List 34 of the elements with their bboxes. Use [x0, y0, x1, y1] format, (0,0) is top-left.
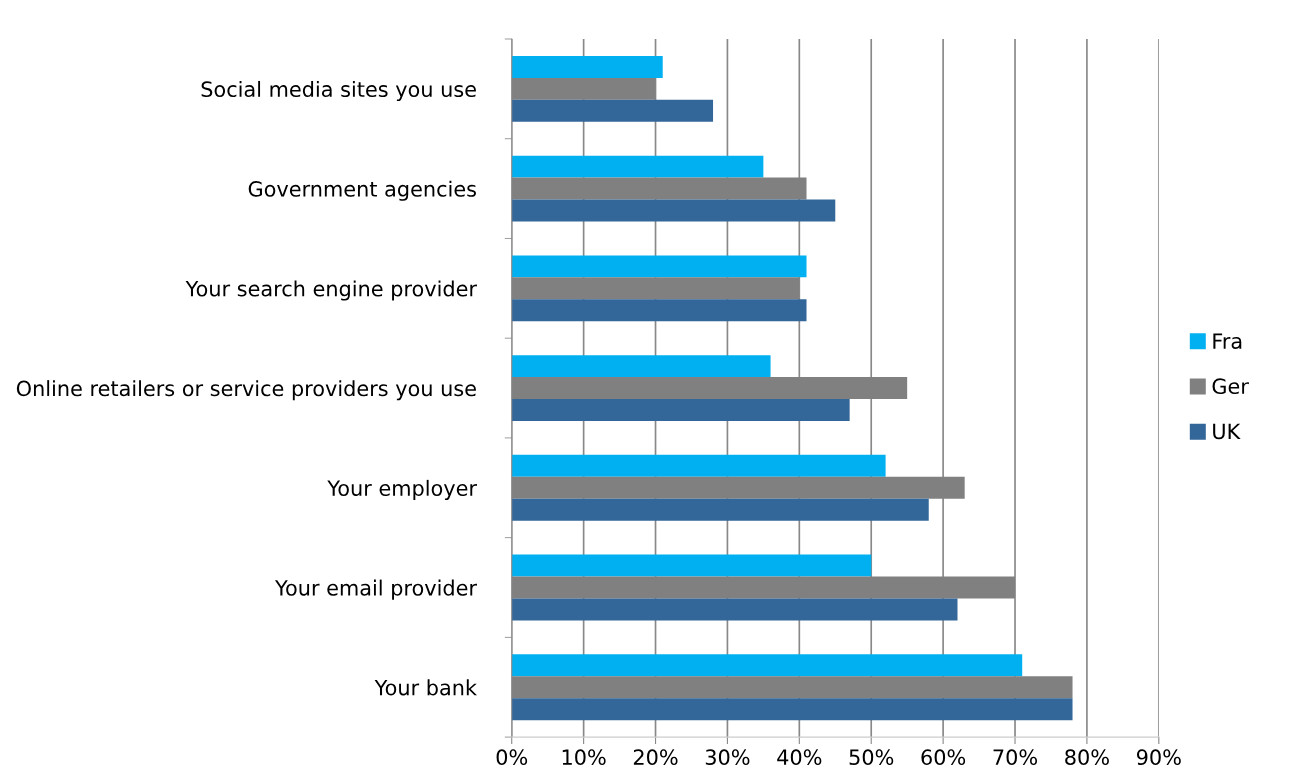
y-tick-label: Social media sites you use [201, 80, 476, 102]
bar [511, 654, 1023, 677]
bar [511, 299, 807, 322]
x-tick-label: 50% [849, 749, 894, 766]
y-tick-label: Your email provider [275, 579, 478, 600]
bar [511, 454, 886, 477]
x-tick-label: 80% [1065, 749, 1109, 766]
bar [511, 55, 663, 78]
x-tick-label: 70% [993, 749, 1038, 766]
x-tick-label: 10% [562, 749, 606, 766]
bar [511, 598, 958, 621]
legend-label: Ger [1212, 378, 1249, 395]
bar [511, 698, 1073, 721]
y-tick-label: Government agencies [248, 180, 476, 201]
bar [511, 399, 850, 421]
bar [511, 355, 771, 378]
x-tick-label: 20% [633, 749, 678, 766]
x-tick-label: 0% [496, 749, 528, 766]
bar [511, 99, 714, 122]
x-tick-label: 60% [921, 749, 966, 766]
legend-label: Fra [1213, 333, 1242, 349]
y-tick-label: Your search engine provider [185, 280, 478, 301]
bar [511, 199, 836, 222]
x-tick-label: 90% [1136, 749, 1181, 766]
legend-label: UK [1213, 423, 1241, 440]
y-tick-label: Your bank [374, 679, 477, 696]
y-tick-label: Your employer [327, 479, 478, 501]
bar [511, 155, 764, 178]
x-tick-label: 30% [705, 749, 750, 766]
bar [511, 554, 872, 577]
bar [511, 255, 807, 278]
bar [511, 498, 929, 521]
x-tick-label: 40% [777, 749, 822, 766]
y-tick-label: Online retailers or service providers you use [16, 380, 476, 401]
